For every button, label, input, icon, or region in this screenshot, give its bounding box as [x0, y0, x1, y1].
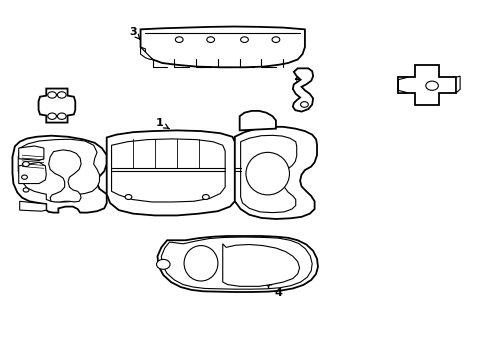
Text: 2: 2	[47, 88, 55, 98]
Polygon shape	[157, 236, 317, 292]
Circle shape	[425, 81, 437, 90]
Polygon shape	[18, 139, 99, 202]
Polygon shape	[106, 130, 234, 215]
Text: 5: 5	[423, 66, 430, 76]
Circle shape	[23, 188, 29, 192]
Circle shape	[300, 102, 308, 107]
Polygon shape	[49, 150, 81, 202]
Polygon shape	[223, 244, 299, 286]
Polygon shape	[39, 89, 75, 123]
Circle shape	[57, 113, 66, 120]
Text: 3: 3	[129, 27, 140, 39]
Circle shape	[48, 113, 56, 120]
Circle shape	[48, 92, 56, 98]
Polygon shape	[397, 77, 407, 93]
Circle shape	[175, 37, 183, 42]
Circle shape	[125, 194, 132, 199]
Polygon shape	[140, 47, 152, 59]
Polygon shape	[239, 111, 275, 130]
Circle shape	[57, 92, 66, 98]
Polygon shape	[455, 76, 459, 93]
Polygon shape	[140, 27, 305, 67]
Circle shape	[202, 194, 209, 199]
Polygon shape	[19, 162, 46, 184]
Polygon shape	[20, 201, 46, 211]
Polygon shape	[19, 146, 44, 161]
Polygon shape	[234, 127, 316, 219]
Polygon shape	[240, 135, 296, 213]
Polygon shape	[12, 136, 106, 213]
Text: 1: 1	[156, 118, 169, 129]
Polygon shape	[292, 68, 312, 112]
Polygon shape	[397, 65, 455, 105]
Circle shape	[240, 37, 248, 42]
Polygon shape	[111, 139, 224, 202]
Ellipse shape	[245, 152, 289, 195]
Circle shape	[206, 37, 214, 42]
Circle shape	[156, 260, 170, 269]
Circle shape	[21, 175, 27, 179]
Polygon shape	[161, 237, 311, 289]
Circle shape	[271, 37, 279, 42]
Text: 4: 4	[266, 284, 282, 298]
Ellipse shape	[183, 246, 218, 281]
Text: 2: 2	[292, 72, 300, 84]
Circle shape	[22, 162, 29, 167]
